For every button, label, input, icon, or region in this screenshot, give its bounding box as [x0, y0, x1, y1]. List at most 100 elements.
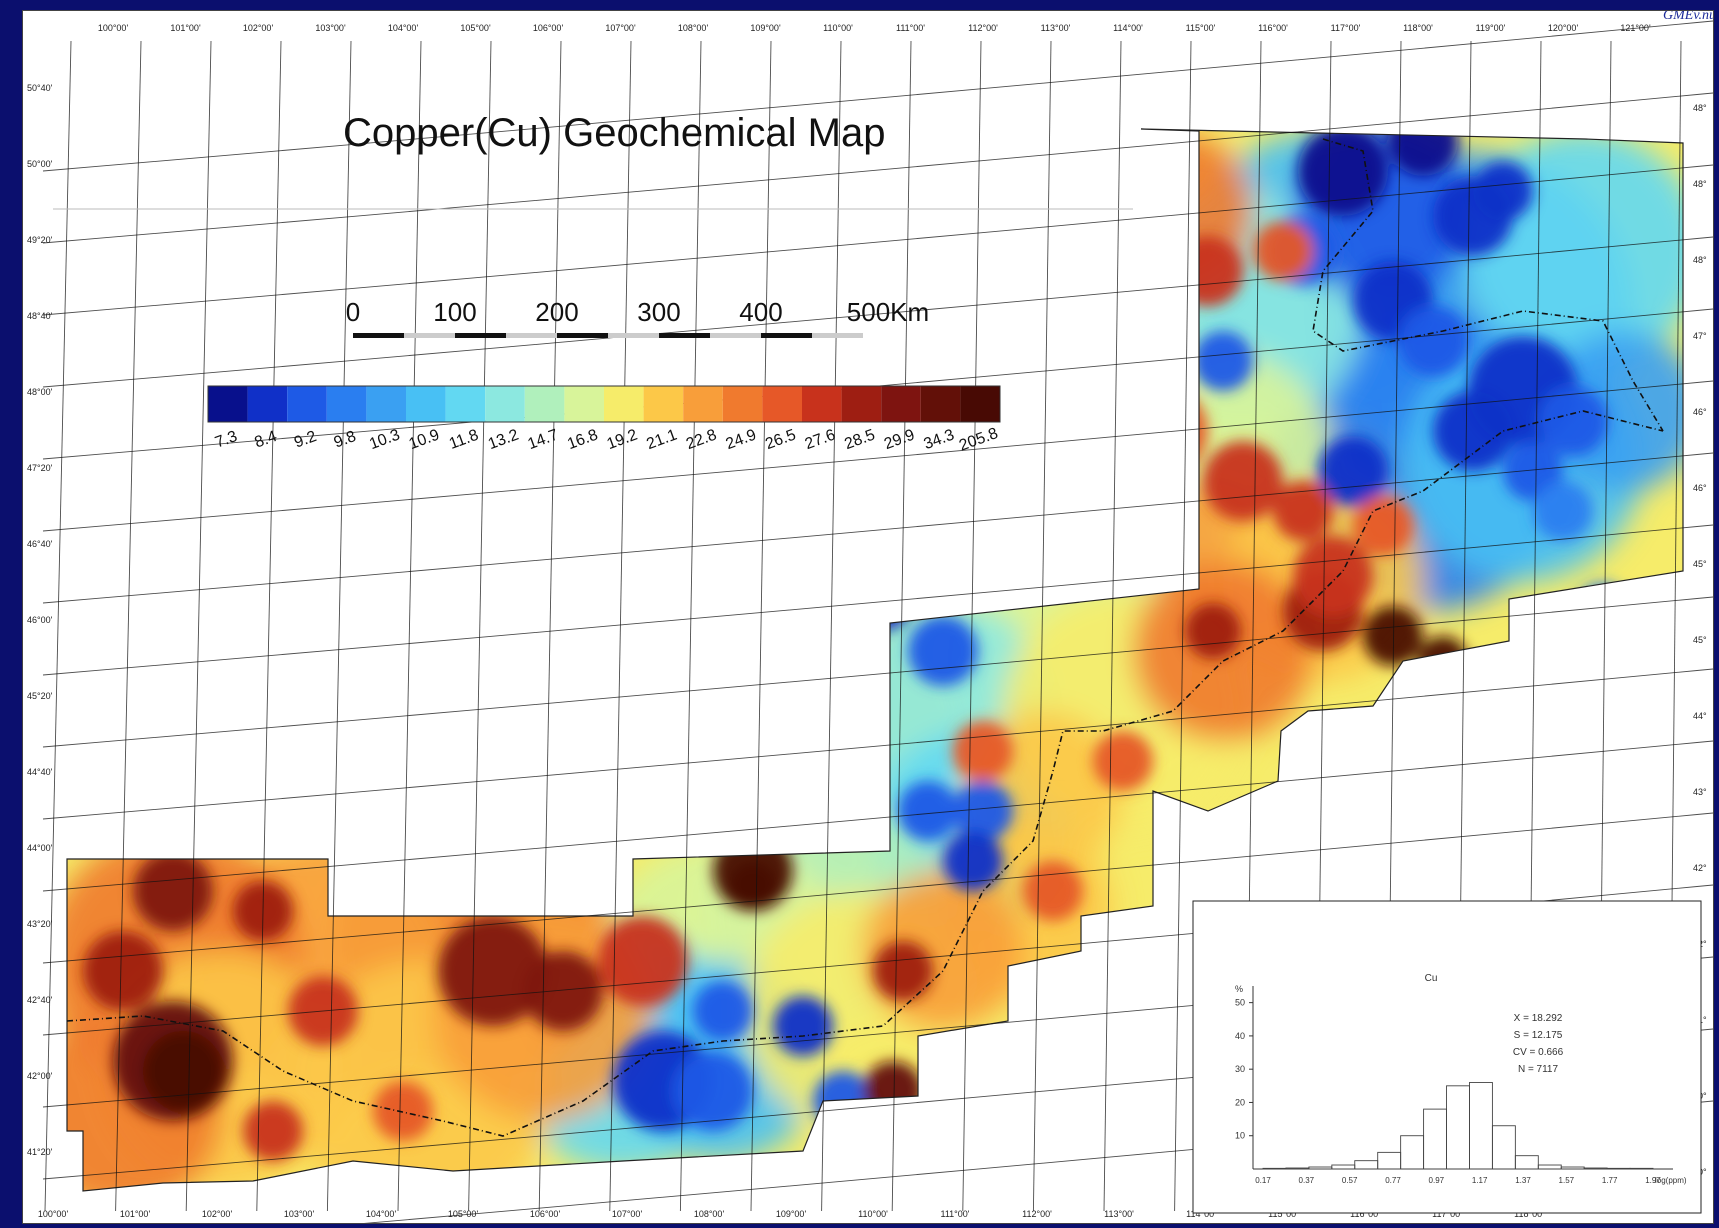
legend-swatch [247, 386, 288, 422]
legend-value-label: 7.3 [213, 428, 240, 452]
top-longitude-label: 118°00' [1403, 23, 1433, 33]
meridian-line [821, 40, 842, 1212]
scale-bar-segment [659, 333, 710, 338]
histogram-y-unit: % [1235, 984, 1243, 994]
top-longitude-label: 108°00' [678, 23, 709, 33]
left-latitude-label: 48°00' [27, 387, 53, 397]
bottom-longitude-label: 105°00' [448, 1209, 479, 1219]
geochemical-map-svg: 100°00' 101°00' 102°00' 103°00' 104°00' 105°0… [27, 8, 1716, 1228]
left-latitude-label: 48°40' [27, 311, 53, 321]
histogram-x-tick-label: 1.37 [1515, 1176, 1531, 1185]
left-latitude-label: 46°40' [27, 539, 53, 549]
parallel-line [42, 92, 1714, 244]
histogram-x-tick-label: 1.57 [1559, 1176, 1575, 1185]
legend-swatch [326, 386, 367, 422]
map-frame: 100°00' 101°00' 102°00' 103°00' 104°00' 105°0… [22, 8, 1716, 1228]
histogram-y-tick-label: 10 [1235, 1131, 1245, 1141]
meridian-line [115, 40, 142, 1212]
histogram-stat: S = 12.175 [1514, 1030, 1563, 1041]
meridian-line [44, 40, 72, 1212]
legend-swatch [406, 386, 446, 422]
legend-swatch [485, 386, 525, 422]
left-latitude-label: 42°40' [27, 995, 53, 1005]
bottom-longitude-label: 102°00' [202, 1209, 233, 1219]
legend-value-label: 9.2 [292, 428, 319, 452]
legend-swatch [762, 386, 802, 422]
histogram-bar [1606, 1167, 1631, 1170]
bottom-longitude-label: 103°00' [284, 1209, 315, 1219]
legend-swatch [683, 386, 723, 422]
legend-swatch [920, 386, 961, 422]
legend-value-label: 16.8 [565, 426, 600, 453]
histogram-stat: X = 18.292 [1514, 1013, 1563, 1024]
scale-bar-label: 100 [433, 297, 476, 327]
legend-value-label: 22.8 [684, 426, 719, 453]
meridian-line [1174, 40, 1192, 1212]
histogram-x-label: log(ppm) [1655, 1176, 1687, 1185]
scale-bar-segment [608, 333, 659, 338]
meridian-line [185, 40, 212, 1212]
scale-bar-segment [557, 333, 608, 338]
legend-value-label: 29.9 [882, 426, 917, 453]
histogram-bar [1262, 1167, 1287, 1170]
right-latitude-label: 43° [1693, 787, 1707, 797]
legend-value-label: 28.5 [842, 426, 877, 453]
top-longitude-label: 113°00' [1041, 23, 1071, 33]
right-latitude-label: 46° [1693, 483, 1707, 493]
national-border-line [66, 410, 1664, 1137]
legend-swatch [287, 386, 327, 422]
bottom-longitude-label: 100°00' [38, 1209, 69, 1219]
parallel-line [42, 164, 1714, 316]
legend-swatch [881, 386, 921, 422]
histogram-bar [1514, 1155, 1539, 1170]
top-longitude-label: 109°00' [750, 23, 781, 33]
bottom-longitude-label: 118°00' [1514, 1209, 1544, 1219]
parallel-line [42, 452, 1714, 604]
legend-value-label: 13.2 [486, 426, 521, 453]
legend-value-label: 14.7 [526, 426, 561, 453]
left-latitude-label: 42°00' [27, 1071, 53, 1081]
scale-bar-segment [455, 333, 506, 338]
bottom-longitude-label: 116°00' [1350, 1209, 1380, 1219]
histogram-bar [1629, 1167, 1654, 1170]
scale-bar-label: 500Km [847, 297, 929, 327]
legend-value-label: 9.8 [332, 428, 359, 452]
right-latitude-label: 48° [1693, 179, 1707, 189]
top-longitude-label: 107°00' [605, 23, 636, 33]
histogram-x-tick-label: 1.77 [1602, 1176, 1618, 1185]
bottom-longitude-label: 101°00' [120, 1209, 151, 1219]
legend-swatch [802, 386, 842, 422]
top-longitude-label: 110°00' [823, 23, 853, 33]
top-longitude-label: 114°00' [1113, 23, 1143, 33]
bottom-longitude-label: 106°00' [530, 1209, 561, 1219]
parallel-line [42, 740, 1714, 892]
legend-value-label: 10.9 [407, 426, 442, 453]
right-latitude-label: 44° [1693, 711, 1707, 721]
legend-value-label: 205.8 [957, 425, 1001, 455]
legend-value-label: 11.8 [447, 427, 481, 453]
top-longitude-label: 119°00' [1476, 23, 1506, 33]
scale-bar-label: 400 [739, 297, 782, 327]
legend-value-label: 21.1 [644, 426, 679, 453]
histogram-stat: CV = 0.666 [1513, 1047, 1564, 1058]
top-longitude-label: 106°00' [533, 23, 564, 33]
legend-swatch [960, 386, 1000, 422]
top-longitude-label: 117°00' [1331, 23, 1361, 33]
scale-bar-segment [353, 333, 404, 338]
legend-swatch [604, 386, 644, 422]
top-longitude-label: 111°00' [896, 23, 925, 33]
top-longitude-label: 104°00' [388, 23, 419, 33]
meridian-line [609, 40, 632, 1212]
bottom-longitude-label: 108°00' [694, 1209, 725, 1219]
legend-swatch [208, 386, 248, 422]
right-latitude-label: 48° [1693, 255, 1707, 265]
meridian-line [679, 40, 702, 1212]
top-longitude-label: 116°00' [1258, 23, 1288, 33]
legend-border [207, 385, 1001, 423]
parallel-line [42, 812, 1714, 964]
top-longitude-label: 115°00' [1186, 23, 1216, 33]
left-latitude-label: 47°20' [27, 463, 53, 473]
scale-bar-label: 200 [535, 297, 578, 327]
right-latitude-label: 46° [1693, 407, 1707, 417]
